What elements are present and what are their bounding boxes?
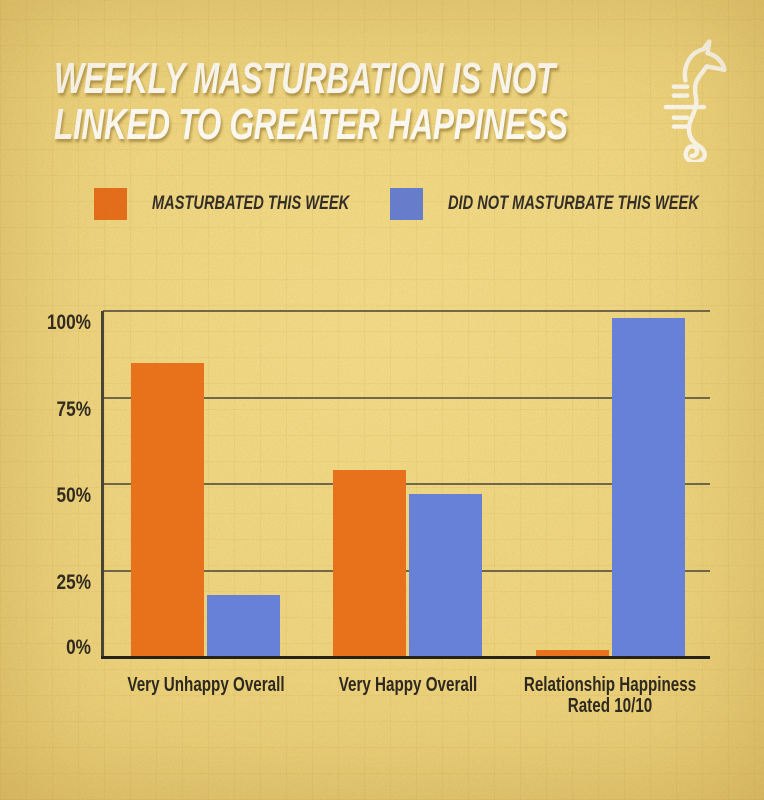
x-category-label-3: Relationship Happiness Rated 10/10 — [524, 674, 697, 717]
chart-legend: MASTURBATED THIS WEEK DID NOT MASTURBATE… — [0, 187, 764, 220]
title-line-1: WEEKLY MASTURBATION IS NOT — [54, 54, 556, 103]
bar-group3-series2 — [611, 317, 685, 657]
bar-group3-series1 — [535, 650, 609, 657]
seahorse-body — [682, 39, 727, 162]
y-tick-label-0: 0% — [66, 636, 91, 659]
bar-chart-plot-area: 100% 75% 50% 25% 0% Very Unhappy Overall Very … — [47, 310, 710, 717]
legend-item-masturbated: MASTURBATED THIS WEEK — [94, 187, 415, 220]
bar-group2-series2 — [409, 494, 483, 657]
y-tick-label-50: 50% — [56, 484, 91, 507]
legend-swatch-blue — [390, 187, 423, 220]
legend-item-did-not-masturbate: DID NOT MASTURBATE THIS WEEK — [390, 187, 764, 220]
legend-label-did-not-masturbate: DID NOT MASTURBATE THIS WEEK — [448, 192, 699, 214]
gridline-100 — [103, 310, 710, 312]
bar-group1-series2 — [207, 594, 280, 657]
legend-label-masturbated: MASTURBATED THIS WEEK — [152, 192, 350, 214]
x-category-label-2: Very Happy Overall — [338, 674, 478, 696]
seahorse-logo — [663, 39, 727, 162]
bar-group2-series1 — [333, 470, 407, 657]
x-category-label-1: Very Unhappy Overall — [126, 674, 285, 696]
y-tick-label-75: 75% — [56, 397, 91, 421]
y-tick-label-100: 100% — [46, 311, 91, 334]
page-title: WEEKLY MASTURBATION IS NOT LINKED TO GRE… — [54, 56, 568, 148]
legend-swatch-orange — [94, 187, 127, 220]
y-tick-label-25: 25% — [56, 570, 91, 594]
title-line-2: LINKED TO GREATER HAPPINESS — [54, 100, 568, 149]
bar-group1-series1 — [131, 362, 204, 657]
